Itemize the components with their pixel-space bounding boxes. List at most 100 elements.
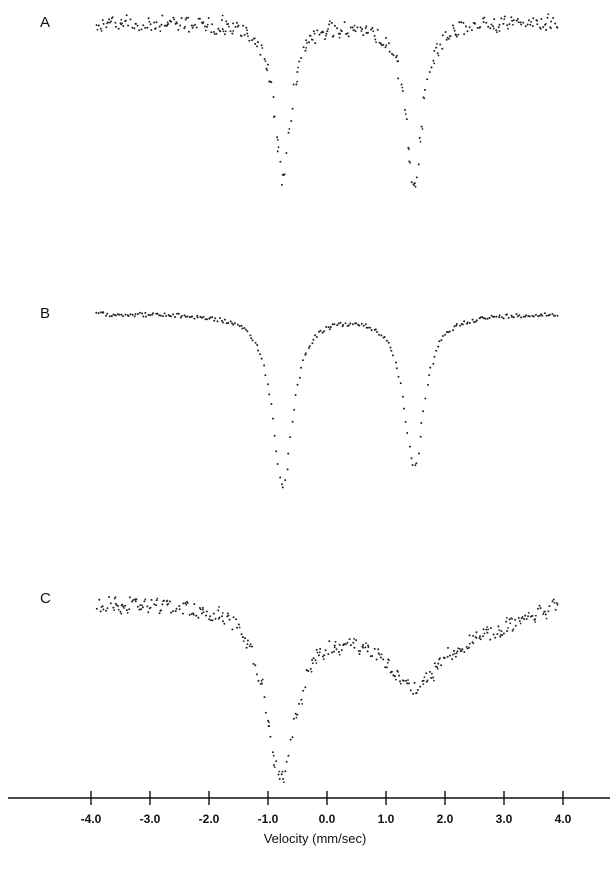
panel-a-data-point: [545, 28, 548, 31]
panel-a-data-point: [153, 21, 156, 24]
panel-c-data-point: [275, 760, 278, 763]
panel-a-data-point: [508, 23, 511, 26]
panel-b-data-point: [177, 312, 180, 315]
panel-a-data-point: [177, 28, 180, 31]
panel-b-data-point: [482, 317, 485, 320]
panel-c-data-point: [141, 606, 144, 609]
panel-a-data-point: [204, 25, 206, 28]
panel-b-data-point: [238, 325, 241, 328]
panel-b-data-point: [249, 334, 252, 337]
panel-c-data-point: [208, 618, 211, 621]
panel-b-data-point: [214, 317, 217, 320]
panel-c-data-point: [301, 703, 304, 705]
x-axis: -4.0 -3.0 -2.0 -1.0 0.0 1.0 2.0 3.0 4.0 Velocity…: [8, 791, 610, 846]
panel-c-data-point: [205, 614, 207, 617]
panel-b-data-point: [267, 383, 270, 386]
panel-c-data-point: [378, 653, 381, 656]
panel-c-data-point: [436, 666, 438, 669]
panel-c-data-point: [186, 602, 189, 604]
panel-c-data-point: [228, 618, 231, 621]
panel-b-data-point: [270, 403, 273, 405]
panel-b-data-point: [505, 313, 508, 316]
panel-c-data-point: [468, 642, 471, 645]
panel-b-data-point: [188, 316, 191, 318]
panel-a-data-point: [329, 20, 331, 23]
panel-c-data-point: [460, 650, 463, 652]
panel-b-data-point: [294, 394, 297, 396]
panel-b-data-point: [406, 432, 409, 434]
panel-c-data-point: [178, 605, 181, 607]
panel-a-data-point: [550, 20, 553, 23]
panel-a-data-point: [512, 19, 515, 22]
panel-a-data-point: [497, 26, 500, 29]
panel-b-data-point: [534, 313, 537, 316]
panel-a-data-point: [246, 32, 249, 35]
panel-a-data-point: [400, 83, 403, 86]
panel-c-data-point: [509, 622, 512, 625]
panel-c-data-point: [312, 657, 315, 660]
panel-c-data-point: [451, 658, 454, 661]
panel-a-data-point: [391, 52, 393, 55]
panel-a-data-point: [517, 21, 520, 24]
panel-c-data-point: [440, 664, 443, 667]
panel-b-data-point: [263, 364, 266, 367]
panel-a-data-point: [492, 25, 495, 28]
panel-a-data-point: [454, 34, 457, 36]
panel-a-data-point: [131, 26, 134, 29]
panel-a-data-point: [316, 29, 319, 32]
panel-b-data-point: [422, 410, 425, 413]
panel-c-data-point: [487, 628, 490, 631]
panel-c-data-point: [454, 655, 457, 658]
panel-c-data-point: [409, 689, 412, 692]
panel-b-data-point: [118, 313, 121, 316]
panel-a-data-point: [187, 30, 190, 33]
panel-c-data-point: [155, 604, 158, 607]
panel-b-data-point: [344, 322, 347, 325]
panel-a-data-point: [433, 49, 436, 52]
panel-a-data-point: [305, 39, 308, 42]
panel-c-points: [95, 596, 559, 783]
panel-a-points: [95, 13, 559, 188]
panel-b-data-point: [479, 316, 482, 319]
panel-c-data-point: [160, 609, 163, 612]
panel-b-data-point: [532, 315, 535, 318]
panel-a-data-point: [228, 25, 230, 28]
panel-b-data-point: [281, 483, 283, 486]
panel-c-data-point: [251, 645, 253, 648]
panel-c-data-point: [463, 651, 466, 653]
panel-a-data-point: [291, 107, 294, 110]
panel-a-data-point: [462, 21, 465, 24]
panel-c-data-point: [281, 770, 284, 773]
panel-a-data-point: [133, 27, 136, 30]
panel-c-data-point: [362, 647, 365, 649]
panel-a-data-point: [198, 17, 201, 20]
panel-b-data-point: [225, 322, 228, 325]
panel-a-data-point: [202, 21, 205, 24]
panel-b-data-point: [376, 331, 378, 333]
panel-c-data-point: [255, 673, 258, 676]
panel-c-data-point: [98, 598, 101, 601]
panel-a-data-point: [288, 127, 291, 130]
panel-c-data-point: [486, 626, 488, 628]
panel-b-data-point: [548, 313, 551, 316]
panel-c-data-point: [554, 608, 557, 611]
panel-b-data-point: [213, 319, 216, 322]
panel-c-data-point: [205, 610, 208, 613]
panel-b-data-point: [409, 445, 411, 448]
panel-c-data-point: [472, 634, 475, 637]
panel-a-data-point: [507, 27, 509, 30]
panel-c-data-point: [119, 610, 122, 613]
panel-c-data-point: [323, 654, 326, 657]
panel-c-data-point: [295, 716, 298, 719]
panel-a-data-point: [520, 23, 523, 26]
panel-c-data-point: [158, 612, 161, 615]
panel-b-data-point: [227, 322, 230, 324]
panel-c-data-point: [221, 612, 224, 614]
panel-c-data-point: [244, 637, 246, 640]
panel-a-data-point: [129, 18, 132, 21]
panel-b-data-point: [191, 315, 194, 318]
panel-c-data-point: [214, 617, 217, 620]
panel-a-data-point: [370, 28, 373, 31]
panel-c-data-point: [535, 614, 537, 617]
panel-c-data-point: [527, 611, 530, 614]
